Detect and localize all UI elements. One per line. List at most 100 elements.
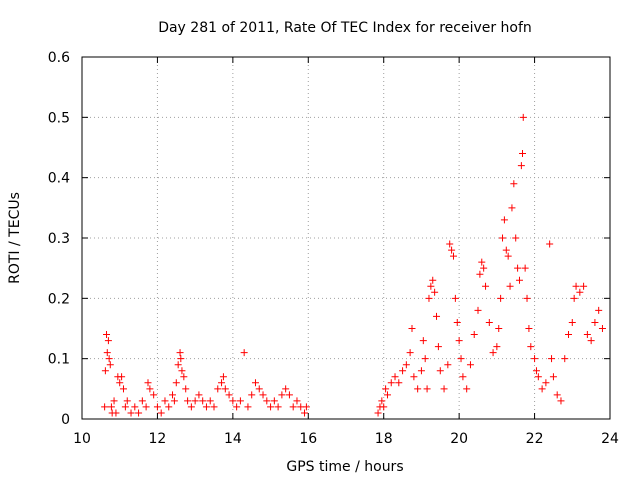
data-point xyxy=(104,337,112,345)
data-point xyxy=(506,282,514,290)
data-point xyxy=(542,379,550,387)
data-point xyxy=(146,385,154,393)
data-point xyxy=(374,409,382,417)
data-point xyxy=(119,385,127,393)
data-point xyxy=(103,349,111,357)
data-point xyxy=(135,409,143,417)
data-point xyxy=(425,294,433,302)
data-point xyxy=(478,258,486,266)
data-point xyxy=(142,403,150,411)
axis-ticks: 10 12 14 16 18 20 22 24 0 0.1 0.2 0.3 0.4 0.5 0.6 xyxy=(48,50,619,447)
data-point xyxy=(457,355,465,363)
data-point xyxy=(451,294,459,302)
data-point xyxy=(499,234,507,242)
data-point xyxy=(525,325,533,332)
data-point xyxy=(583,331,591,339)
data-point xyxy=(121,403,129,411)
data-point xyxy=(466,361,474,369)
data-point xyxy=(514,264,522,272)
data-point xyxy=(431,288,439,296)
data-point xyxy=(206,397,214,405)
data-point xyxy=(395,379,403,387)
data-point xyxy=(263,397,271,405)
data-point xyxy=(187,403,195,411)
data-point xyxy=(433,312,441,320)
data-point xyxy=(218,379,226,387)
data-point xyxy=(161,397,169,405)
data-point xyxy=(495,325,503,332)
data-point xyxy=(570,294,578,302)
data-point xyxy=(427,282,435,290)
data-point xyxy=(463,385,471,393)
data-point xyxy=(165,403,173,411)
data-point xyxy=(131,403,139,411)
x-tick-label: 14 xyxy=(224,431,242,447)
data-point xyxy=(429,276,437,284)
data-point xyxy=(572,282,580,290)
y-tick-label: 0.4 xyxy=(48,171,70,187)
data-point xyxy=(470,331,478,339)
data-point xyxy=(515,276,523,284)
data-point xyxy=(598,325,606,332)
data-point xyxy=(482,282,490,290)
data-point xyxy=(380,403,388,411)
data-point xyxy=(150,391,158,399)
data-point xyxy=(138,397,146,405)
data-point xyxy=(103,331,111,339)
x-tick-label: 24 xyxy=(601,431,619,447)
x-tick-label: 16 xyxy=(299,431,317,447)
data-point xyxy=(508,204,516,212)
data-point xyxy=(285,391,293,399)
data-point xyxy=(510,180,518,188)
data-point xyxy=(549,373,557,381)
data-point xyxy=(169,391,177,399)
data-point xyxy=(267,403,275,411)
data-point xyxy=(502,246,510,254)
data-point xyxy=(293,397,301,405)
data-point xyxy=(406,349,414,357)
data-point xyxy=(195,391,203,399)
data-point xyxy=(414,385,422,393)
data-point xyxy=(387,379,395,387)
data-point xyxy=(244,403,252,411)
data-point xyxy=(568,318,576,326)
data-point xyxy=(595,306,603,314)
data-point xyxy=(419,337,427,345)
data-point xyxy=(532,367,540,375)
data-point xyxy=(517,162,525,170)
data-point xyxy=(500,216,508,224)
data-point xyxy=(476,270,484,278)
y-tick-label: 0 xyxy=(61,412,70,428)
data-point xyxy=(199,397,207,405)
data-point xyxy=(480,264,488,272)
data-point xyxy=(240,349,248,357)
data-point xyxy=(278,391,286,399)
data-point xyxy=(251,379,259,387)
data-point xyxy=(172,379,180,387)
data-point xyxy=(521,264,529,272)
data-point xyxy=(421,355,429,363)
data-point xyxy=(485,318,493,326)
y-tick-label: 0.1 xyxy=(48,352,70,368)
data-point xyxy=(110,397,118,405)
x-tick-label: 18 xyxy=(375,431,393,447)
data-point xyxy=(453,318,461,326)
data-point xyxy=(448,246,456,254)
data-point xyxy=(229,397,237,405)
data-point xyxy=(259,391,267,399)
data-point xyxy=(561,355,569,363)
x-tick-label: 12 xyxy=(149,431,167,447)
data-point xyxy=(107,403,115,411)
y-tick-label: 0.2 xyxy=(48,291,70,307)
data-point xyxy=(118,373,126,381)
data-point xyxy=(436,367,444,375)
data-point xyxy=(112,409,120,417)
data-point xyxy=(383,391,391,399)
data-point xyxy=(221,385,229,393)
y-axis-label: ROTI / TECUs xyxy=(7,192,23,284)
data-point xyxy=(587,337,595,345)
data-point xyxy=(423,385,431,393)
data-point xyxy=(157,409,165,417)
